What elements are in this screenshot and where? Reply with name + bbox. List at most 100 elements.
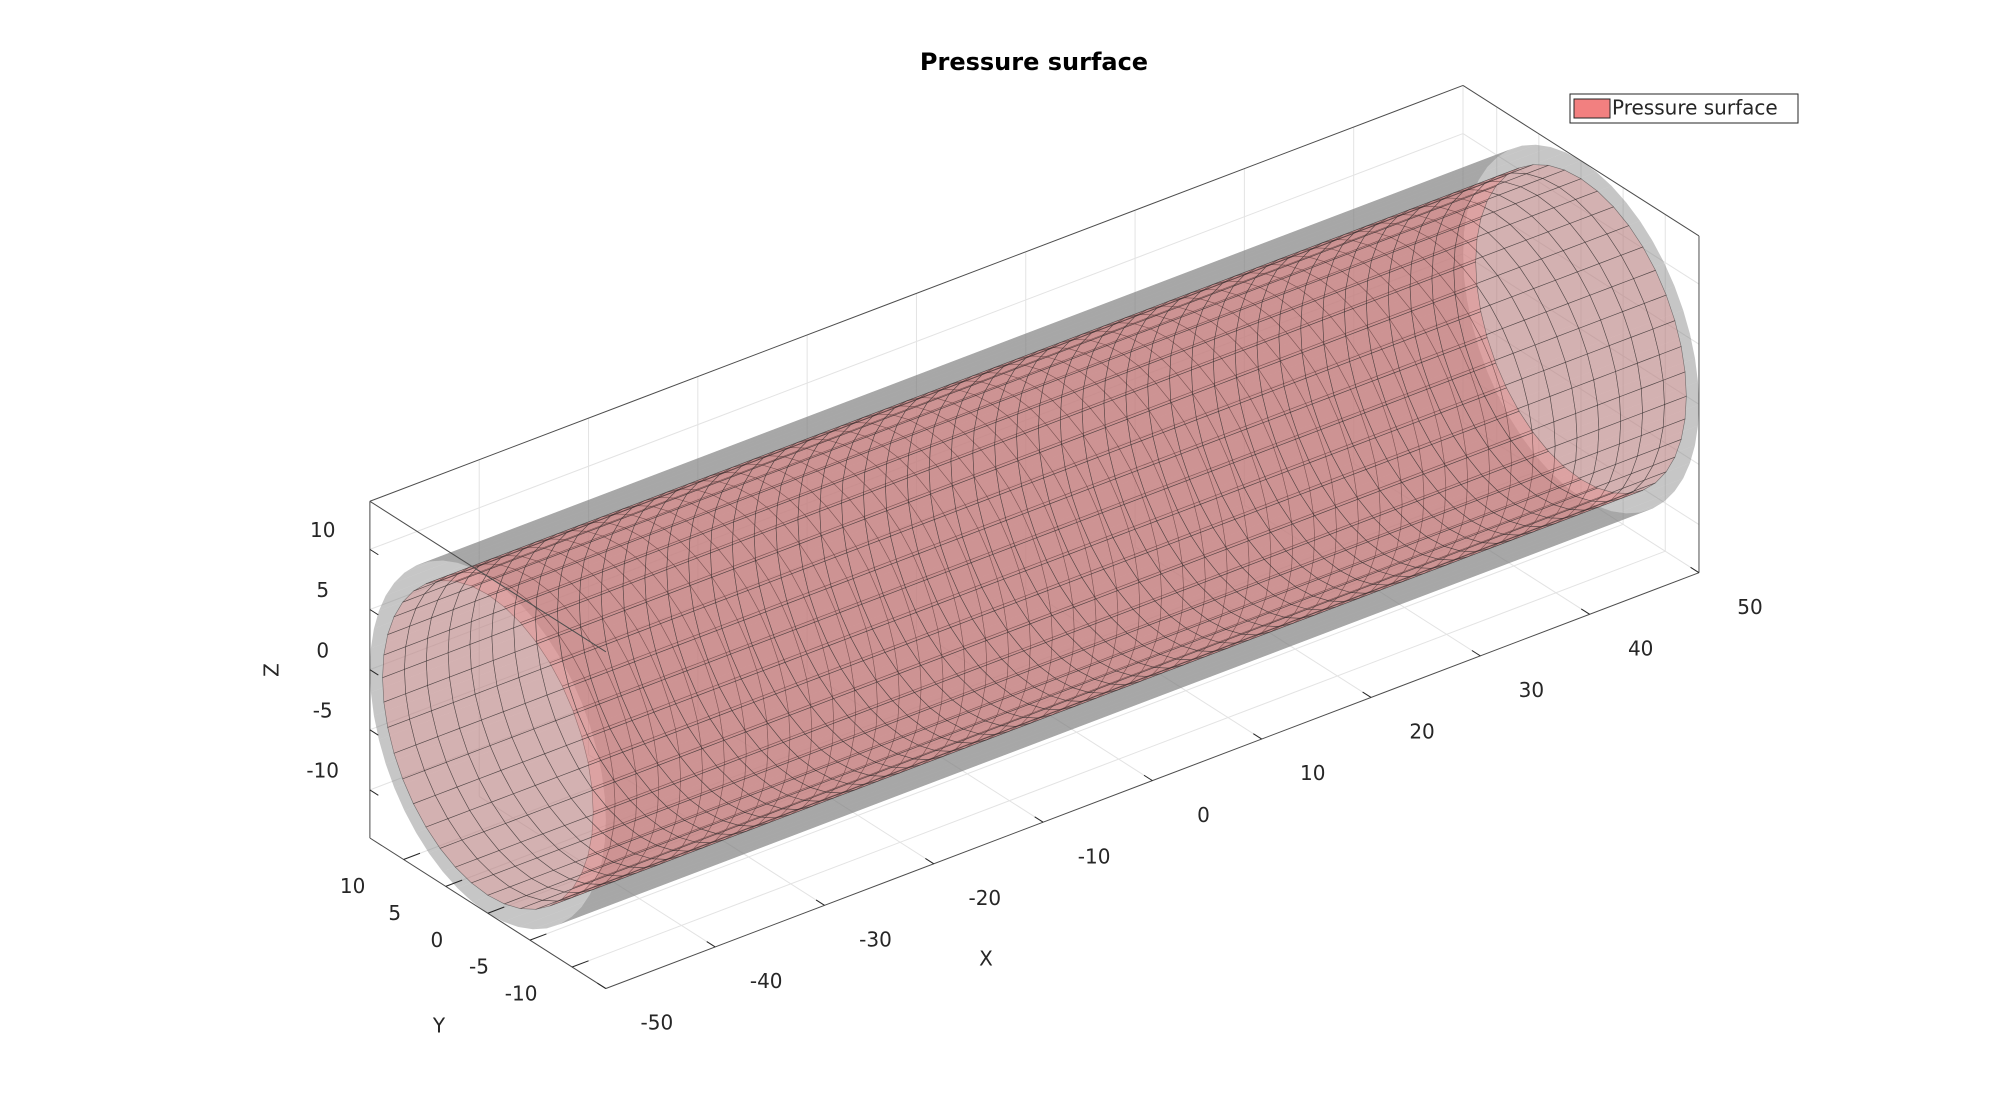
grid-line — [1462, 253, 1700, 405]
outer-tube — [394, 371, 1498, 811]
outer-tube — [518, 185, 1627, 619]
axis-box — [369, 500, 607, 653]
outer-tube — [428, 144, 1536, 562]
grid-line — [571, 550, 1666, 968]
x-tick — [1034, 816, 1044, 823]
outer-tube — [559, 241, 1665, 680]
z-tick — [369, 669, 379, 676]
y-tick — [445, 879, 463, 887]
x-tick-label: -30 — [859, 928, 892, 952]
outer-tube — [472, 486, 1581, 914]
outer-tube — [601, 358, 1698, 798]
x-tick-label: 10 — [1300, 761, 1325, 785]
grid-line — [369, 373, 1464, 791]
outer-tube — [457, 472, 1566, 903]
x-tick — [1143, 774, 1153, 782]
legend-label: Pressure surface — [1612, 96, 1778, 120]
y-tick — [529, 933, 547, 941]
outer-tube — [457, 146, 1566, 569]
x-tick — [706, 941, 716, 948]
outer-tube — [571, 491, 1675, 918]
x-tick-label: -10 — [1078, 844, 1111, 868]
outer-tube — [370, 276, 1468, 716]
outer-tube — [546, 220, 1653, 658]
z-tick-label: 5 — [316, 578, 329, 602]
outer-tube — [394, 156, 1498, 583]
x-tick — [1362, 691, 1372, 698]
y-axis-label: Y — [432, 1014, 446, 1038]
x-tick — [815, 899, 825, 906]
z-tick — [369, 548, 379, 556]
outer-tube — [373, 299, 1472, 740]
outer-tube — [590, 310, 1690, 750]
legend-swatch — [1573, 98, 1611, 119]
y-tick-label: 10 — [340, 874, 365, 898]
outer-tube — [416, 145, 1523, 566]
outer-tube — [559, 501, 1665, 925]
x-tick-label: 20 — [1409, 720, 1434, 744]
outer-tube — [378, 179, 1479, 611]
z-tick-label: -5 — [313, 698, 333, 722]
outer-tube — [604, 381, 1699, 821]
y-tick-label: 5 — [388, 901, 401, 925]
outer-tube — [590, 463, 1690, 895]
axes: -50-40-30-20-1001020304050-10-50510-10-5… — [306, 84, 1763, 1035]
x-tick — [1471, 650, 1481, 657]
x-tick — [597, 982, 607, 989]
outer-tube — [604, 404, 1699, 842]
surfaces — [369, 144, 1699, 930]
z-tick — [369, 789, 379, 796]
z-tick-label: 10 — [310, 518, 335, 542]
outer-tube — [581, 286, 1684, 726]
grid-line — [369, 133, 1464, 550]
y-tick — [571, 960, 589, 968]
z-tick-label: -10 — [306, 759, 339, 783]
x-tick — [1253, 733, 1263, 740]
outer-tube — [404, 394, 1510, 833]
chart-title: Pressure surface — [920, 48, 1148, 76]
outer-tube — [503, 171, 1612, 602]
grid-line — [369, 193, 1464, 610]
x-tick-label: -50 — [641, 1011, 674, 1035]
grid-line — [445, 470, 1540, 887]
outer-tube — [503, 505, 1612, 928]
y-tick-label: -10 — [505, 982, 538, 1006]
y-tick — [487, 906, 505, 914]
z-axis-label: Z — [260, 663, 284, 677]
outer-tube — [533, 512, 1640, 930]
axis-box — [1462, 85, 1700, 237]
z-tick — [369, 609, 379, 616]
x-tick — [1580, 608, 1590, 615]
x-tick-label: -20 — [968, 886, 1001, 910]
y-tick-label: -5 — [469, 955, 489, 979]
outer-tube — [518, 511, 1627, 930]
legend: Pressure surface — [1569, 93, 1799, 124]
outer-tube — [404, 149, 1510, 573]
outer-tube — [378, 323, 1479, 764]
grid-line — [1462, 373, 1700, 526]
x-tick-label: 40 — [1628, 637, 1653, 661]
outer-tube — [442, 455, 1551, 889]
y-tick-label: 0 — [430, 928, 443, 952]
x-tick — [925, 857, 935, 865]
grid-line — [1462, 313, 1700, 465]
y-tick — [403, 852, 421, 860]
axis-box — [369, 84, 1464, 502]
x-tick-label: -40 — [750, 969, 783, 993]
x-tick-label: 50 — [1737, 595, 1762, 619]
outer-tube — [596, 334, 1695, 775]
grid-line — [487, 496, 1582, 914]
outer-tube — [487, 160, 1597, 588]
outer-tube — [385, 166, 1488, 596]
z-tick-label: 0 — [316, 638, 329, 662]
outer-tube — [416, 416, 1523, 854]
grid-line — [1462, 133, 1700, 285]
outer-tube — [581, 478, 1684, 908]
outer-tube — [442, 144, 1551, 563]
x-axis-label: X — [979, 947, 993, 971]
grid-line — [369, 313, 1464, 731]
outer-tube — [533, 202, 1640, 637]
outer-tube — [428, 437, 1536, 872]
x-tick-label: 30 — [1519, 678, 1544, 702]
outer-tube — [546, 508, 1653, 929]
